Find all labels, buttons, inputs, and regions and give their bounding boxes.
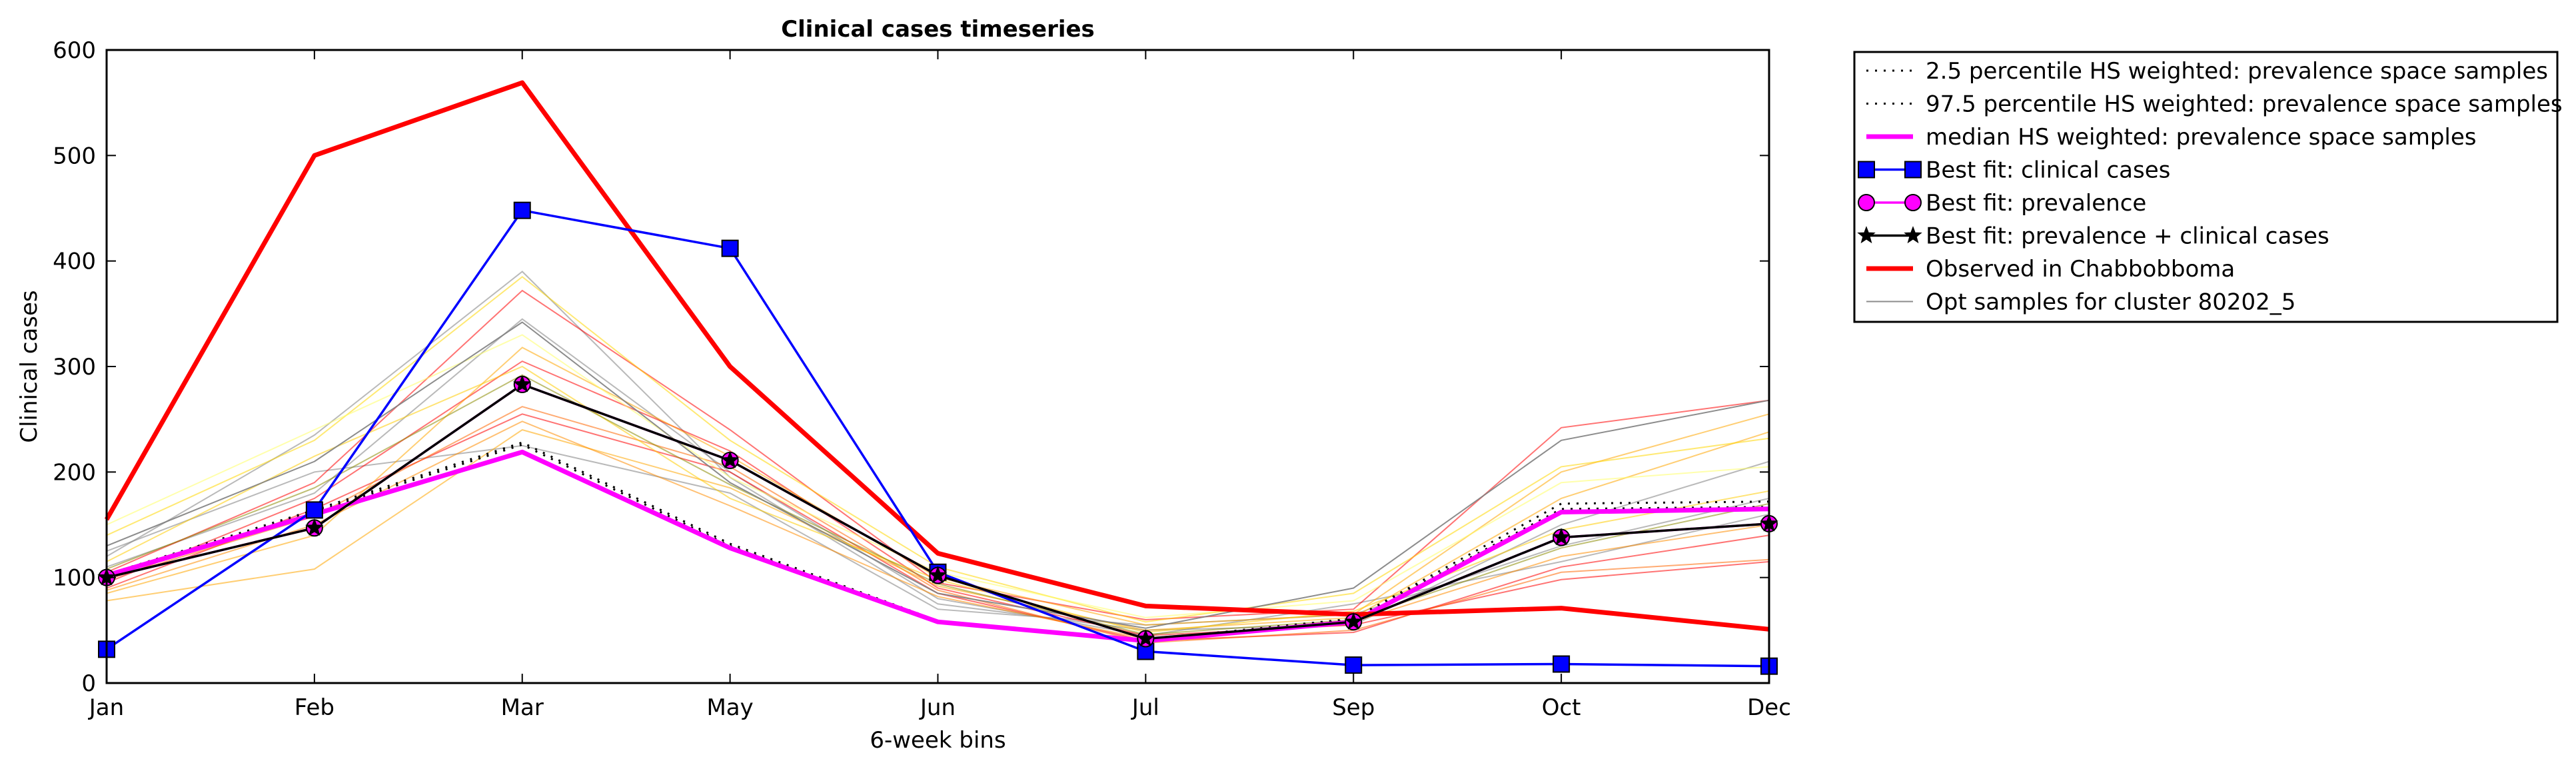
x-tick-label: May (706, 694, 753, 721)
series-line-observed-in-chabbobboma (104, 80, 1770, 632)
legend-marker (1858, 194, 1875, 211)
legend-entry-opt-samples-for-cluster-80202-5: Opt samples for cluster 80202_5 (1926, 289, 2295, 316)
legend-entry-observed-in-chabbobboma: Observed in Chabbobboma (1926, 256, 2235, 283)
y-tick-label: 300 (53, 354, 96, 381)
y-tick-label: 200 (53, 459, 96, 486)
legend-marker (1857, 226, 1876, 244)
x-tick-label: Dec (1747, 694, 1791, 721)
opt-sample-line (106, 444, 1770, 626)
square-marker (305, 501, 323, 519)
legend-marker (1904, 194, 1922, 211)
legend-marker (1904, 161, 1922, 179)
opt-sample-line (106, 360, 1770, 636)
y-tick-label: 100 (53, 565, 96, 592)
axis-ticks: Jan Feb Mar May Jun Jul Sep Oct Dec 0 100 200 300 400… (53, 37, 1791, 721)
legend-entry-best-fit-prevalence-clinical-cases: Best fit: prevalence + clinical cases (1926, 223, 2329, 250)
series-line-median-hs-weighted-prevalence-space-samples (106, 449, 1770, 644)
star-marker (1552, 528, 1571, 546)
series-line-97-5-percentile-hs-weighted-prevalence-space-samples (106, 441, 1770, 641)
x-tick-label: Jul (1131, 694, 1159, 721)
square-marker (1345, 656, 1363, 674)
legend: 2.5 percentile HS weighted: prevalence s… (1853, 51, 2563, 323)
legend-box (1853, 51, 2559, 323)
star-marker (928, 566, 948, 584)
x-tick-label: Oct (1542, 694, 1581, 721)
opt-sample-line (106, 271, 1770, 631)
x-tick-label: Mar (501, 694, 544, 721)
star-marker (513, 375, 532, 392)
series-markers (97, 201, 1778, 675)
y-tick-label: 0 (81, 670, 96, 697)
square-marker (513, 201, 531, 219)
star-marker (720, 450, 740, 468)
series-line-opt-samples-for-cluster-80202-5 (106, 321, 1770, 629)
star-marker (1344, 612, 1363, 630)
chart-title: Clinical cases timeseries (781, 16, 1095, 43)
legend-entry-best-fit-clinical-cases: Best fit: clinical cases (1926, 157, 2170, 184)
legend-marker (1858, 161, 1875, 179)
x-tick-label: Jun (919, 694, 956, 721)
opt-sample-line (106, 318, 1770, 636)
x-tick-label: Jan (88, 694, 124, 721)
legend-entry-97-5-percentile-hs-weighted-prevalence-space-samples: 97.5 percentile HS weighted: prevalence … (1926, 91, 2563, 118)
y-tick-label: 600 (53, 37, 96, 64)
x-axis-label: 6-week bins (870, 727, 1005, 754)
square-marker (1553, 655, 1571, 673)
y-tick-label: 400 (53, 249, 96, 275)
square-marker (721, 239, 739, 257)
y-tick-label: 500 (53, 143, 96, 169)
x-tick-label: Feb (295, 694, 334, 721)
opt-sample-line (106, 420, 1770, 640)
opt-sample-line (106, 428, 1770, 631)
star-marker (305, 518, 324, 536)
legend-entry-2-5-percentile-hs-weighted-prevalence-space-samples: 2.5 percentile HS weighted: prevalence s… (1926, 58, 2548, 85)
star-marker (1136, 629, 1155, 647)
y-axis-label: Clinical cases (16, 290, 43, 442)
legend-marker (1904, 226, 1922, 244)
legend-entry-best-fit-prevalence: Best fit: prevalence (1926, 190, 2146, 217)
legend-entry-median-hs-weighted-prevalence-space-samples: median HS weighted: prevalence space sam… (1926, 124, 2477, 151)
x-tick-label: Sep (1332, 694, 1375, 721)
